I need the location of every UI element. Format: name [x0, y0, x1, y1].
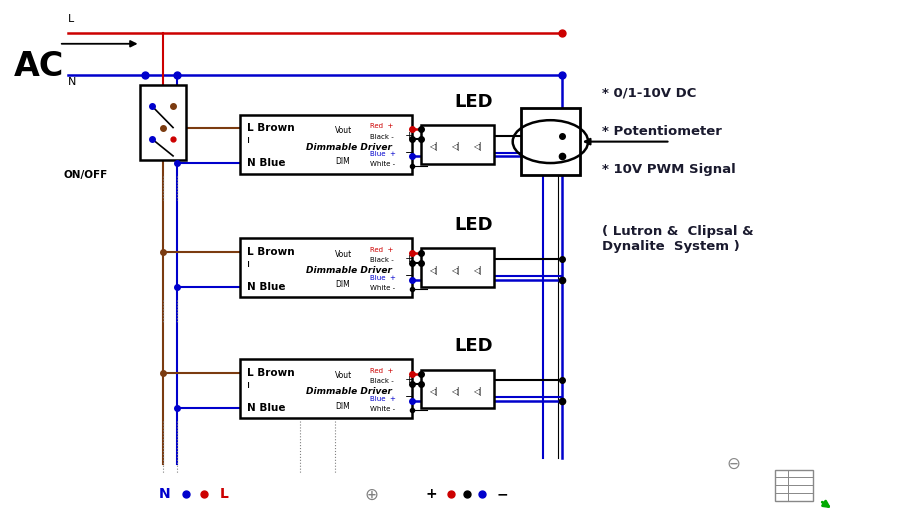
Text: AC: AC [14, 50, 64, 83]
Text: DIM: DIM [335, 281, 350, 289]
Text: +: + [405, 131, 414, 141]
Text: DIM: DIM [335, 402, 350, 410]
Text: LED: LED [454, 93, 493, 111]
Text: * 10V PWM Signal: * 10V PWM Signal [602, 163, 737, 177]
Text: ◁|: ◁| [474, 387, 482, 396]
Bar [421, 370, 494, 408]
Text: −: − [496, 487, 508, 502]
Text: ON/OFF: ON/OFF [63, 170, 108, 180]
Text: N: N [159, 487, 170, 502]
Text: ◁|: ◁| [452, 387, 460, 396]
Text: ı: ı [247, 135, 250, 145]
Bar [140, 85, 186, 160]
Text: L Brown: L Brown [247, 247, 295, 257]
Bar [521, 108, 580, 175]
Bar [775, 470, 813, 501]
Text: ◁|: ◁| [430, 142, 439, 151]
Text: Black -: Black - [370, 133, 393, 140]
Bar [240, 238, 412, 298]
Text: ⊖: ⊖ [727, 455, 741, 472]
Text: ◁|: ◁| [452, 142, 460, 151]
Text: ◁|: ◁| [430, 387, 439, 396]
Text: N Blue: N Blue [247, 403, 285, 413]
Text: N: N [68, 77, 76, 87]
Text: Blue  +: Blue + [370, 275, 396, 281]
Text: Blue  +: Blue + [370, 151, 396, 157]
Text: ◁|: ◁| [474, 266, 482, 275]
Text: DIM: DIM [335, 157, 350, 166]
Text: L: L [68, 14, 74, 24]
Text: * Potentiometer: * Potentiometer [602, 125, 722, 138]
Text: ◁|: ◁| [430, 266, 439, 275]
Text: Blue  +: Blue + [370, 396, 396, 402]
Text: L: L [219, 487, 228, 502]
Text: −: − [405, 148, 414, 158]
Text: LED: LED [454, 216, 493, 234]
Text: +: + [405, 375, 414, 385]
Text: Red  +: Red + [370, 247, 393, 253]
Text: Dimmable Driver: Dimmable Driver [305, 143, 391, 151]
Bar [421, 249, 494, 287]
Text: Dimmable Driver: Dimmable Driver [305, 266, 391, 275]
Text: ◁|: ◁| [474, 142, 482, 151]
Text: Red  +: Red + [370, 124, 393, 129]
Text: N Blue: N Blue [247, 282, 285, 292]
Text: −: − [405, 392, 414, 402]
Text: White -: White - [370, 406, 395, 412]
Text: Black -: Black - [370, 257, 393, 263]
Text: Dimmable Driver: Dimmable Driver [305, 387, 391, 396]
Text: Vout: Vout [335, 371, 352, 380]
Text: ◁|: ◁| [452, 266, 460, 275]
Bar [240, 359, 412, 418]
Text: L Brown: L Brown [247, 123, 295, 133]
Text: White -: White - [370, 161, 395, 167]
Text: ( Lutron &  Clipsal &
Dynalite  System ): ( Lutron & Clipsal & Dynalite System ) [602, 226, 754, 253]
Text: ı: ı [247, 259, 250, 269]
Text: Black -: Black - [370, 378, 393, 384]
Text: Vout: Vout [335, 250, 352, 259]
Text: +: + [426, 487, 438, 502]
Text: Vout: Vout [335, 126, 352, 135]
Text: White -: White - [370, 285, 395, 291]
Text: −: − [405, 271, 414, 281]
Bar [240, 115, 412, 174]
Text: +: + [405, 254, 414, 264]
Text: Red  +: Red + [370, 368, 393, 374]
Text: * 0/1-10V DC: * 0/1-10V DC [602, 86, 697, 99]
Text: L Brown: L Brown [247, 368, 295, 378]
Text: ⊕: ⊕ [364, 486, 379, 503]
Text: N Blue: N Blue [247, 158, 285, 168]
Text: ı: ı [247, 380, 250, 390]
Bar [421, 125, 494, 164]
Text: LED: LED [454, 337, 493, 355]
